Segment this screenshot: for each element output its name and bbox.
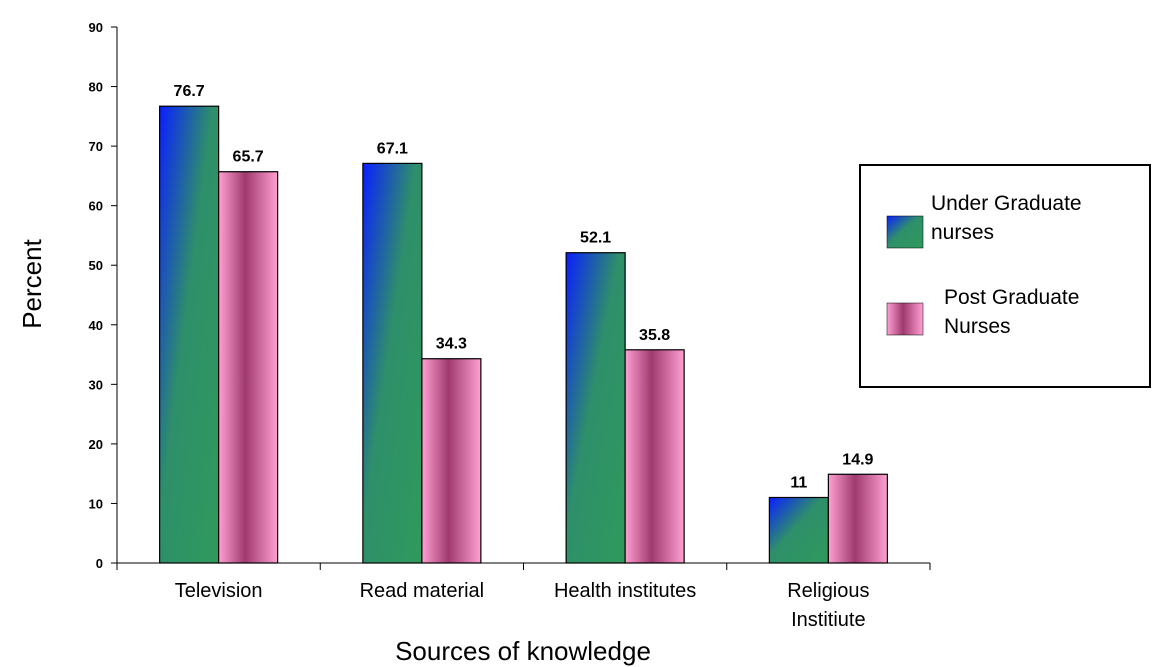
bar-series-1 [768, 496, 829, 564]
x-axis-title: Sources of knowledge [395, 636, 651, 666]
x-tick-label: Television [175, 580, 263, 602]
x-tick-label-line: Institiute [791, 609, 865, 631]
data-label: 67.1 [377, 140, 408, 157]
y-tick-label: 80 [89, 80, 103, 95]
x-tick-label: Religious Institiute [787, 580, 869, 631]
data-label: 35.8 [639, 327, 670, 344]
x-tick-label-line: Television [175, 580, 263, 602]
y-tick-label: 50 [89, 258, 103, 273]
x-tick-label-line: Religious [787, 580, 869, 602]
legend-label-line: Under Graduate [931, 192, 1082, 215]
bar-series-1 [362, 162, 423, 564]
y-axis-title: Percent [17, 238, 47, 328]
x-tick-label: Read material [360, 580, 485, 602]
bar-series-1 [565, 252, 626, 564]
x-tick-label-line: Read material [360, 580, 485, 602]
data-label: 11 [790, 474, 807, 491]
legend-frame [859, 164, 1151, 388]
bar-series-1 [159, 105, 220, 564]
data-label: 52.1 [580, 230, 611, 247]
legend: Under Graduate nurses Post Graduate Nurses [859, 164, 1151, 388]
y-tick-label: 20 [89, 437, 103, 452]
y-tick-label: 30 [89, 377, 103, 392]
y-tick-label: 40 [89, 318, 103, 333]
legend-label-line: Post Graduate [944, 286, 1079, 309]
bar-series-2 [421, 358, 482, 564]
bar-series-2 [218, 171, 279, 564]
data-label: 76.7 [174, 83, 205, 100]
x-tick-label-line: Health institutes [554, 580, 696, 602]
bar-series-2 [624, 349, 685, 564]
legend-label-line: nurses [931, 221, 994, 244]
legend-swatch-post-graduate [886, 302, 924, 336]
legend-swatch-under-graduate [886, 215, 924, 249]
y-tick-label: 60 [89, 199, 103, 214]
data-label: 34.3 [436, 336, 467, 353]
legend-label-line: Nurses [944, 315, 1011, 338]
legend-label-series-2: Post Graduate Nurses [944, 286, 1079, 338]
y-tick-label: 0 [96, 556, 103, 571]
data-label: 65.7 [233, 149, 264, 166]
legend-label-series-1: Under Graduate nurses [931, 192, 1082, 244]
y-tick-label: 90 [89, 20, 103, 35]
y-tick-label: 10 [89, 496, 103, 511]
plot-area: 0 10 20 30 40 50 60 70 80 90 76.7 65.7 Television 67.… [89, 20, 931, 631]
x-tick-label: Health institutes [554, 580, 696, 602]
data-label: 14.9 [842, 451, 873, 468]
y-tick-label: 70 [89, 139, 103, 154]
bar-series-2 [827, 473, 888, 564]
